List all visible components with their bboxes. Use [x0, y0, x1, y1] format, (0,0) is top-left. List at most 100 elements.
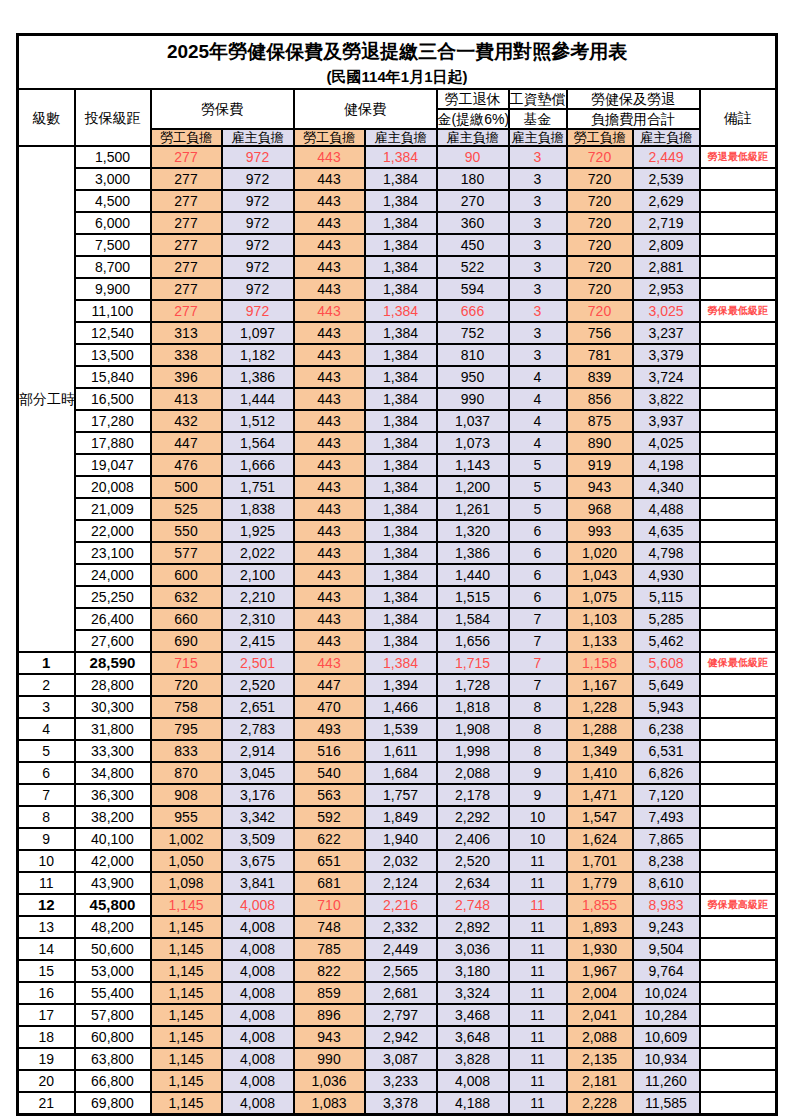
value-cell: 943	[294, 1026, 365, 1048]
value-cell: 277	[151, 146, 222, 168]
subheader-labor-employee: 勞工負擔	[151, 129, 222, 146]
value-cell: 7	[509, 652, 567, 674]
table-row: 17,8804471,5644431,3841,07348904,025	[18, 432, 777, 454]
value-cell: 1,751	[222, 476, 294, 498]
table-row: 228,8007202,5204471,3941,72871,1675,649	[18, 674, 777, 696]
value-cell: 3,087	[365, 1048, 437, 1070]
col-header-total-line1: 勞健保及勞退	[567, 89, 700, 109]
insured-bracket-cell: 25,250	[75, 586, 151, 608]
value-cell: 972	[222, 212, 294, 234]
table-row: 21,0095251,8384431,3841,26159684,488	[18, 498, 777, 520]
table-row: 8,7002779724431,38452237202,881	[18, 256, 777, 278]
value-cell: 443	[294, 146, 365, 168]
value-cell: 1,384	[365, 454, 437, 476]
value-cell: 859	[294, 982, 365, 1004]
insured-bracket-cell: 21,009	[75, 498, 151, 520]
value-cell: 1,384	[365, 630, 437, 652]
col-header-wage-fund-line1: 工資墊償	[509, 89, 567, 109]
value-cell: 690	[151, 630, 222, 652]
value-cell: 1,261	[437, 498, 509, 520]
value-cell: 443	[294, 498, 365, 520]
subheader-health-employee: 勞工負擔	[294, 129, 365, 146]
insured-bracket-cell: 48,200	[75, 916, 151, 938]
value-cell: 447	[151, 432, 222, 454]
value-cell: 856	[567, 388, 633, 410]
insured-bracket-cell: 28,800	[75, 674, 151, 696]
value-cell: 2,539	[633, 168, 700, 190]
page-title: 2025年勞健保保費及勞退提繳三合一費用對照參考用表	[19, 37, 775, 66]
table-row: 23,1005772,0224431,3841,38661,0204,798	[18, 542, 777, 564]
value-cell: 1,384	[365, 520, 437, 542]
value-cell: 1,757	[365, 784, 437, 806]
insured-bracket-cell: 31,800	[75, 718, 151, 740]
value-cell: 443	[294, 520, 365, 542]
value-cell: 950	[437, 366, 509, 388]
value-cell: 3,025	[633, 300, 700, 322]
value-cell: 1,145	[151, 938, 222, 960]
note-cell	[700, 872, 777, 894]
value-cell: 443	[294, 300, 365, 322]
note-cell	[700, 630, 777, 652]
value-cell: 360	[437, 212, 509, 234]
col-header-health-insurance: 健保費	[294, 89, 437, 129]
value-cell: 7,865	[633, 828, 700, 850]
table-body: 部分工時1,5002779724431,3849037202,449勞退最低級距…	[18, 146, 777, 1115]
value-cell: 972	[222, 190, 294, 212]
value-cell: 9	[509, 784, 567, 806]
level-cell: 5	[18, 740, 75, 762]
value-cell: 3	[509, 256, 567, 278]
value-cell: 2,216	[365, 894, 437, 916]
value-cell: 4,188	[437, 1092, 509, 1115]
table-row: 16,5004131,4444431,38499048563,822	[18, 388, 777, 410]
value-cell: 277	[151, 212, 222, 234]
insured-bracket-cell: 15,840	[75, 366, 151, 388]
table-row: 24,0006002,1004431,3841,44061,0434,930	[18, 564, 777, 586]
value-cell: 3	[509, 190, 567, 212]
value-cell: 277	[151, 234, 222, 256]
value-cell: 6,531	[633, 740, 700, 762]
value-cell: 4,008	[222, 1092, 294, 1115]
table-row: 11,1002779724431,38466637203,025勞保最低級距	[18, 300, 777, 322]
level-cell: 21	[18, 1092, 75, 1115]
level-cell: 6	[18, 762, 75, 784]
level-cell: 7	[18, 784, 75, 806]
note-cell	[700, 784, 777, 806]
value-cell: 822	[294, 960, 365, 982]
value-cell: 1,666	[222, 454, 294, 476]
value-cell: 1,075	[567, 586, 633, 608]
value-cell: 11	[509, 872, 567, 894]
value-cell: 4,340	[633, 476, 700, 498]
value-cell: 1,611	[365, 740, 437, 762]
value-cell: 443	[294, 410, 365, 432]
value-cell: 3,724	[633, 366, 700, 388]
value-cell: 3	[509, 322, 567, 344]
value-cell: 450	[437, 234, 509, 256]
value-cell: 795	[151, 718, 222, 740]
insured-bracket-cell: 57,800	[75, 1004, 151, 1026]
value-cell: 720	[567, 234, 633, 256]
table-row: 1963,8001,1454,0089903,0873,828112,13510…	[18, 1048, 777, 1070]
value-cell: 720	[567, 168, 633, 190]
table-row: 27,6006902,4154431,3841,65671,1335,462	[18, 630, 777, 652]
value-cell: 1,384	[365, 278, 437, 300]
value-cell: 833	[151, 740, 222, 762]
table-row: 22,0005501,9254431,3841,32069934,635	[18, 520, 777, 542]
subheader-wage-fund-employer: 雇主負擔	[509, 129, 567, 146]
value-cell: 1,930	[567, 938, 633, 960]
insured-bracket-cell: 50,600	[75, 938, 151, 960]
value-cell: 10,609	[633, 1026, 700, 1048]
value-cell: 2,629	[633, 190, 700, 212]
value-cell: 2,178	[437, 784, 509, 806]
value-cell: 6	[509, 586, 567, 608]
value-cell: 313	[151, 322, 222, 344]
value-cell: 720	[567, 300, 633, 322]
insured-bracket-cell: 27,600	[75, 630, 151, 652]
value-cell: 2,022	[222, 542, 294, 564]
table-row: 9,9002779724431,38459437202,953	[18, 278, 777, 300]
note-cell	[700, 916, 777, 938]
value-cell: 1,512	[222, 410, 294, 432]
value-cell: 3	[509, 168, 567, 190]
table-row: 736,3009083,1765631,7572,17891,4717,120	[18, 784, 777, 806]
value-cell: 443	[294, 366, 365, 388]
value-cell: 10,284	[633, 1004, 700, 1026]
